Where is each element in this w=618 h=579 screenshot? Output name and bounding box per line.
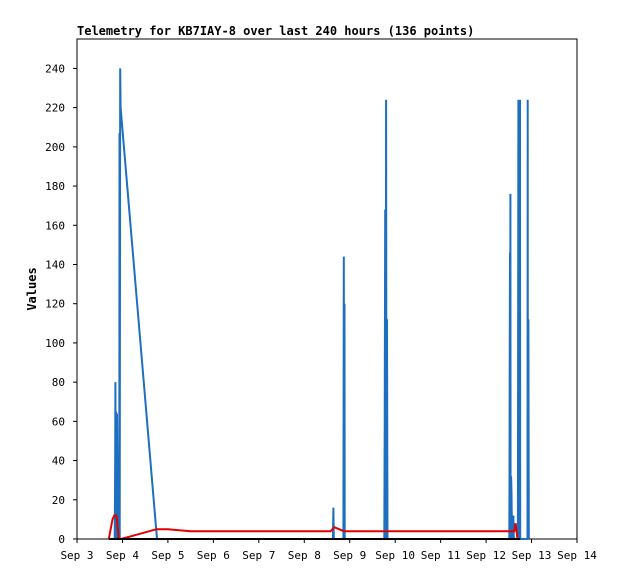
x-tick-label: Sep 3 [60, 549, 93, 562]
y-tick-label: 0 [58, 533, 65, 546]
x-tick-label: Sep 11 [421, 549, 461, 562]
y-tick-label: 80 [52, 376, 65, 389]
y-tick-label: 100 [45, 337, 65, 350]
y-tick-label: 200 [45, 141, 65, 154]
y-tick-label: 40 [52, 455, 65, 468]
x-tick-label: Sep 4 [106, 549, 139, 562]
y-tick-label: 60 [52, 415, 65, 428]
x-tick-label: Sep 8 [288, 549, 321, 562]
x-tick-label: Sep 13 [512, 549, 552, 562]
y-axis-label: Values [25, 267, 39, 310]
series-line-1 [113, 68, 530, 540]
x-tick-label: Sep 5 [151, 549, 184, 562]
plot-frame [76, 38, 578, 540]
y-tick-label: 160 [45, 219, 65, 232]
chart-title: Telemetry for KB7IAY-8 over last 240 hou… [77, 24, 474, 38]
y-tick-label: 180 [45, 180, 65, 193]
x-axis: Sep 3 Sep 4 Sep 5 Sep 6 Sep 7 Sep 8 Sep 9 Sep 1… [60, 539, 597, 562]
y-tick-label: 120 [45, 298, 65, 311]
x-tick-label: Sep 7 [242, 549, 275, 562]
y-tick-label: 220 [45, 102, 65, 115]
y-tick-label: 140 [45, 258, 65, 271]
y-axis: 0 20 40 60 80 100 120 140 160 180 200 220 240 [45, 62, 77, 546]
x-tick-label: Sep 6 [197, 549, 230, 562]
x-tick-label: Sep 12 [466, 549, 506, 562]
series-layer [107, 68, 530, 540]
x-tick-label: Sep 10 [375, 549, 415, 562]
series-line-2 [107, 514, 519, 540]
y-tick-label: 240 [45, 62, 65, 75]
x-tick-label: Sep 9 [333, 549, 366, 562]
y-tick-label: 20 [52, 494, 65, 507]
x-tick-label: Sep 14 [557, 549, 597, 562]
